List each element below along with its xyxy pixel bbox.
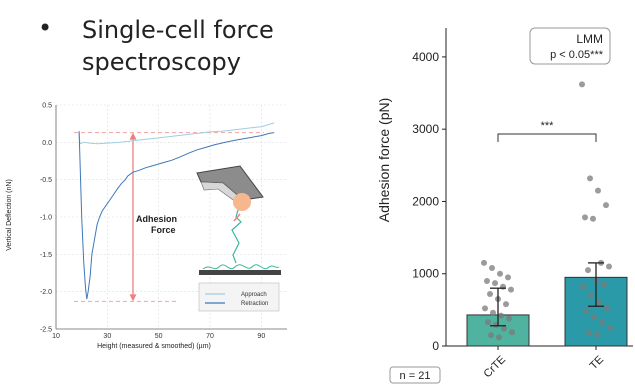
bar-y-tick-label: 4000 xyxy=(412,50,439,64)
category-label-te: TE xyxy=(588,354,606,372)
legend: Approach Retraction xyxy=(198,282,280,312)
data-point xyxy=(508,286,514,293)
y-tick-label: -1.0 xyxy=(40,215,52,222)
rupture-icon xyxy=(233,213,241,222)
slide-heading: Single-cell force spectroscopy xyxy=(82,16,274,76)
tick-labels: 10 30 50 70 90 0.5 0.0 -0.5 -1.0 -1.5 -2.0 -2.5 xyxy=(40,103,265,341)
x-tick-label: 90 xyxy=(257,333,265,340)
substrate-icon xyxy=(199,270,281,275)
data-point xyxy=(582,214,588,221)
y-tick-label: -1.5 xyxy=(40,252,52,259)
force-distance-chart: 10 30 50 70 90 0.5 0.0 -0.5 -1.0 -1.5 -2.0 -2.5 Adh… xyxy=(6,103,287,350)
data-point xyxy=(586,329,592,336)
bar-y-tick-label: 2000 xyxy=(412,194,439,208)
data-point xyxy=(594,331,600,338)
data-point xyxy=(601,281,607,288)
data-point xyxy=(606,263,612,270)
stat-model: LMM xyxy=(576,32,603,46)
chart-axes xyxy=(55,105,287,330)
data-point xyxy=(488,332,494,339)
data-point xyxy=(492,280,498,287)
stat-pvalue: p < 0.05*** xyxy=(550,49,604,61)
tether-icon xyxy=(231,209,242,264)
legend-retraction: Retraction xyxy=(241,301,268,307)
data-point xyxy=(498,312,504,319)
data-point xyxy=(585,267,591,274)
y-tick-label: 0.5 xyxy=(42,103,52,110)
annotation-adhesion: Adhesion xyxy=(136,214,177,224)
data-points xyxy=(481,81,613,341)
data-point xyxy=(607,324,613,331)
y-tick-label: -2.5 xyxy=(40,327,52,334)
data-point xyxy=(603,202,609,209)
x-tick-label: 70 xyxy=(206,333,214,340)
cell-icon xyxy=(233,193,251,211)
data-point xyxy=(591,314,597,321)
data-point xyxy=(583,308,589,315)
data-point xyxy=(481,259,487,266)
data-point xyxy=(509,329,515,336)
significance-marker: *** xyxy=(541,120,555,132)
data-point xyxy=(579,81,585,88)
data-point xyxy=(588,292,594,299)
data-point xyxy=(595,187,601,194)
cantilever-illustration xyxy=(196,165,281,275)
x-tick-label: 10 xyxy=(52,333,60,340)
data-point xyxy=(500,283,506,290)
data-point xyxy=(596,299,602,306)
data-point xyxy=(503,301,509,308)
bar-y-axis-label: Adhesion force (pN) xyxy=(376,98,392,223)
data-point xyxy=(580,283,586,290)
data-point xyxy=(484,277,490,284)
adhesion-arrow xyxy=(129,132,137,302)
data-point xyxy=(506,315,512,322)
y-tick-label: -2.0 xyxy=(40,289,52,296)
x-tick-label: 30 xyxy=(103,333,111,340)
data-point xyxy=(587,175,593,182)
retraction-curve xyxy=(78,131,275,300)
data-point xyxy=(490,309,496,316)
category-label-crte: CrTE xyxy=(481,354,508,381)
adhesion-force-bar-chart: 0 1000 2000 3000 4000 *** LMM p < 0.05*** Ad… xyxy=(376,27,633,384)
bar-chart-tick-labels: 0 1000 2000 3000 4000 xyxy=(412,50,597,353)
y-axis-label: Vertical Deflection (nN) xyxy=(6,179,13,251)
approach-curve xyxy=(78,122,275,145)
legend-approach: Approach xyxy=(241,292,267,298)
sample-size-box xyxy=(389,366,441,384)
data-point xyxy=(489,264,495,271)
sample-size-label: n = 21 xyxy=(400,370,431,382)
bar-y-tick-label: 1000 xyxy=(412,267,439,281)
data-point xyxy=(485,319,491,326)
y-tick-label: 0.0 xyxy=(42,140,52,147)
data-point xyxy=(501,325,507,332)
x-axis-label: Height (measured & smoothed) (µm) xyxy=(97,343,211,350)
y-tick-label: -0.5 xyxy=(40,177,52,184)
data-point xyxy=(482,305,488,312)
x-tick-label: 50 xyxy=(155,333,163,340)
data-point xyxy=(496,334,502,341)
data-point xyxy=(497,270,503,277)
data-point xyxy=(487,290,493,297)
error-bars xyxy=(490,262,604,327)
bar-y-tick-label: 0 xyxy=(432,339,439,353)
annotation-force: Force xyxy=(151,225,176,235)
bullet-point: • xyxy=(38,14,53,42)
significance-bracket xyxy=(497,133,597,142)
data-point xyxy=(599,319,605,326)
data-point xyxy=(590,215,596,222)
bar-y-tick-label: 3000 xyxy=(412,122,439,136)
stat-box xyxy=(529,27,611,65)
data-point xyxy=(505,274,511,281)
data-point xyxy=(604,305,610,312)
